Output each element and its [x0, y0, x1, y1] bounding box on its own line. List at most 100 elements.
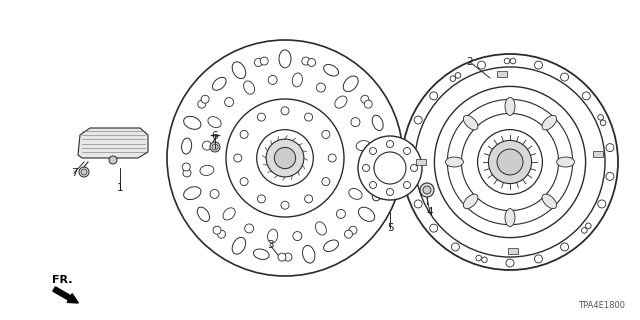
Circle shape [534, 255, 543, 263]
Circle shape [305, 195, 312, 203]
Ellipse shape [542, 116, 557, 130]
Polygon shape [78, 128, 148, 158]
Circle shape [240, 178, 248, 186]
Circle shape [510, 58, 516, 64]
Circle shape [328, 154, 336, 162]
Circle shape [598, 115, 604, 120]
Circle shape [337, 209, 346, 219]
Ellipse shape [349, 188, 362, 199]
Circle shape [447, 99, 573, 225]
Circle shape [488, 140, 532, 184]
Text: 2: 2 [467, 57, 474, 67]
Ellipse shape [358, 207, 375, 221]
Circle shape [244, 224, 253, 233]
Ellipse shape [343, 76, 358, 92]
Circle shape [415, 67, 605, 257]
Ellipse shape [372, 186, 383, 201]
Ellipse shape [223, 208, 235, 220]
FancyArrow shape [53, 287, 78, 303]
Circle shape [369, 148, 376, 155]
Circle shape [403, 148, 410, 155]
Circle shape [410, 164, 417, 172]
Ellipse shape [356, 140, 370, 151]
Ellipse shape [232, 237, 246, 254]
Ellipse shape [505, 97, 515, 116]
Circle shape [423, 186, 431, 194]
Text: 5: 5 [387, 223, 394, 233]
Circle shape [266, 139, 304, 177]
Ellipse shape [324, 64, 339, 76]
Circle shape [364, 100, 372, 108]
Ellipse shape [372, 115, 383, 131]
Circle shape [407, 171, 412, 176]
Circle shape [305, 113, 312, 121]
Circle shape [212, 144, 218, 150]
Circle shape [379, 169, 387, 177]
Circle shape [374, 152, 406, 184]
Ellipse shape [279, 50, 291, 68]
Ellipse shape [253, 249, 269, 260]
Circle shape [600, 120, 606, 125]
Ellipse shape [445, 157, 463, 167]
Circle shape [435, 86, 586, 237]
Ellipse shape [184, 116, 201, 129]
Circle shape [79, 167, 89, 177]
Circle shape [586, 223, 591, 229]
Circle shape [109, 156, 117, 164]
Circle shape [81, 169, 87, 175]
Circle shape [349, 226, 357, 234]
Circle shape [201, 95, 209, 103]
Circle shape [504, 58, 510, 64]
Text: 4: 4 [427, 207, 433, 217]
Ellipse shape [232, 62, 246, 79]
Circle shape [210, 189, 219, 198]
Circle shape [403, 181, 410, 188]
Text: 3: 3 [267, 240, 273, 250]
Circle shape [497, 149, 523, 175]
Ellipse shape [200, 165, 214, 175]
Circle shape [213, 226, 221, 234]
Ellipse shape [557, 157, 575, 167]
Circle shape [322, 178, 330, 186]
Ellipse shape [184, 187, 201, 200]
Circle shape [281, 201, 289, 209]
Circle shape [387, 140, 394, 148]
Ellipse shape [542, 194, 557, 209]
Ellipse shape [316, 222, 326, 235]
Text: TPA4E1800: TPA4E1800 [578, 301, 625, 310]
Circle shape [302, 57, 310, 65]
FancyBboxPatch shape [508, 247, 518, 253]
Circle shape [598, 200, 606, 208]
Circle shape [284, 253, 292, 261]
Circle shape [281, 107, 289, 115]
Circle shape [429, 92, 438, 100]
Circle shape [561, 73, 568, 81]
Circle shape [477, 61, 486, 69]
FancyBboxPatch shape [593, 151, 604, 157]
Ellipse shape [335, 96, 347, 108]
Circle shape [461, 113, 559, 211]
Circle shape [380, 163, 388, 171]
Circle shape [406, 144, 414, 152]
Circle shape [202, 141, 211, 150]
Circle shape [226, 99, 344, 217]
Ellipse shape [374, 140, 392, 152]
Ellipse shape [244, 81, 255, 94]
Circle shape [369, 181, 376, 188]
Text: 6: 6 [212, 131, 218, 141]
Ellipse shape [292, 73, 303, 87]
Ellipse shape [303, 245, 315, 263]
Circle shape [408, 177, 413, 182]
Circle shape [240, 131, 248, 139]
Circle shape [606, 172, 614, 180]
Circle shape [278, 253, 286, 261]
Circle shape [218, 230, 225, 238]
Circle shape [429, 224, 438, 232]
Circle shape [482, 257, 487, 262]
Ellipse shape [182, 138, 191, 154]
Circle shape [234, 154, 242, 162]
Circle shape [534, 61, 543, 69]
Circle shape [477, 130, 543, 195]
Circle shape [257, 130, 314, 186]
Circle shape [167, 40, 403, 276]
